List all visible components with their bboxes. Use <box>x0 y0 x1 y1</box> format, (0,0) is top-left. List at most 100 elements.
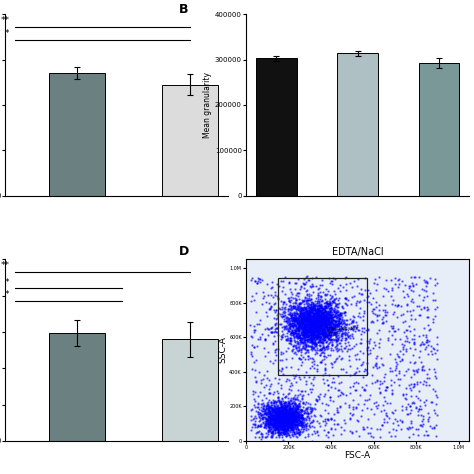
Point <box>416 347 423 355</box>
Point <box>303 321 311 328</box>
Point <box>287 316 295 323</box>
Point <box>329 327 337 334</box>
Point <box>264 420 272 428</box>
Point <box>347 325 355 332</box>
Point <box>337 319 344 327</box>
Point <box>328 325 336 333</box>
Point <box>264 374 271 382</box>
Point <box>300 425 307 433</box>
Point <box>280 408 288 415</box>
Point <box>310 330 317 337</box>
Point <box>264 404 272 411</box>
Point <box>278 421 286 428</box>
Point <box>349 318 357 325</box>
Point <box>326 309 334 317</box>
Point <box>274 416 282 424</box>
Point <box>310 310 318 317</box>
Point <box>331 311 338 319</box>
Point <box>271 409 278 417</box>
Point <box>313 308 320 316</box>
Point <box>309 282 317 289</box>
Point <box>278 428 285 436</box>
Y-axis label: Mean granularity: Mean granularity <box>203 72 212 138</box>
Point <box>251 277 259 285</box>
Point <box>294 365 302 373</box>
Point <box>346 332 353 340</box>
Point <box>333 340 341 347</box>
Point <box>288 419 296 427</box>
Point <box>319 310 327 317</box>
Point <box>256 388 264 396</box>
Point <box>247 349 255 356</box>
Point <box>292 328 299 335</box>
Point <box>332 342 340 350</box>
Point <box>299 414 307 421</box>
Point <box>387 292 394 300</box>
Point <box>262 325 269 333</box>
Point <box>255 335 262 342</box>
Point <box>328 316 336 324</box>
Point <box>393 350 401 357</box>
Point <box>420 303 428 311</box>
Point <box>301 317 308 325</box>
Point <box>295 311 303 319</box>
Point <box>293 318 301 325</box>
Point <box>321 321 329 328</box>
Point <box>291 321 298 328</box>
Point <box>276 431 284 438</box>
Point <box>326 396 334 404</box>
Point <box>328 425 335 433</box>
Point <box>418 340 425 347</box>
Point <box>277 409 285 416</box>
Point <box>283 412 290 419</box>
Point <box>308 323 316 331</box>
Point <box>282 405 290 413</box>
Point <box>247 297 255 304</box>
Point <box>264 412 272 420</box>
Point <box>266 415 274 423</box>
Point <box>291 348 299 356</box>
Point <box>295 300 303 308</box>
Point <box>322 299 329 306</box>
Point <box>310 333 318 341</box>
Point <box>291 317 299 324</box>
Point <box>295 400 302 407</box>
Point <box>328 313 335 321</box>
Point <box>294 331 301 338</box>
Point <box>284 334 292 341</box>
Point <box>342 330 350 337</box>
Point <box>392 274 399 282</box>
Point <box>279 418 286 426</box>
Point <box>310 305 317 313</box>
Point <box>266 402 274 410</box>
Point <box>264 414 272 421</box>
Point <box>310 324 317 332</box>
Point <box>290 322 297 330</box>
Point <box>311 319 319 326</box>
Point <box>326 300 333 307</box>
Point <box>274 409 282 416</box>
Point <box>293 402 301 410</box>
Point <box>294 405 301 412</box>
Point <box>320 317 328 325</box>
Point <box>306 424 313 431</box>
Point <box>286 322 293 330</box>
Point <box>314 293 321 301</box>
Point <box>278 398 285 406</box>
Point <box>283 415 290 422</box>
Point <box>344 320 351 328</box>
Point <box>328 307 335 314</box>
Point <box>278 419 286 427</box>
Point <box>296 336 304 344</box>
Point <box>298 321 305 329</box>
Point <box>317 315 324 323</box>
Point <box>363 405 370 412</box>
Point <box>316 342 324 350</box>
Point <box>303 325 311 333</box>
Point <box>302 377 310 385</box>
Point <box>285 406 293 413</box>
Point <box>296 334 303 341</box>
Point <box>338 303 346 311</box>
Point <box>288 425 295 433</box>
Point <box>285 414 292 421</box>
